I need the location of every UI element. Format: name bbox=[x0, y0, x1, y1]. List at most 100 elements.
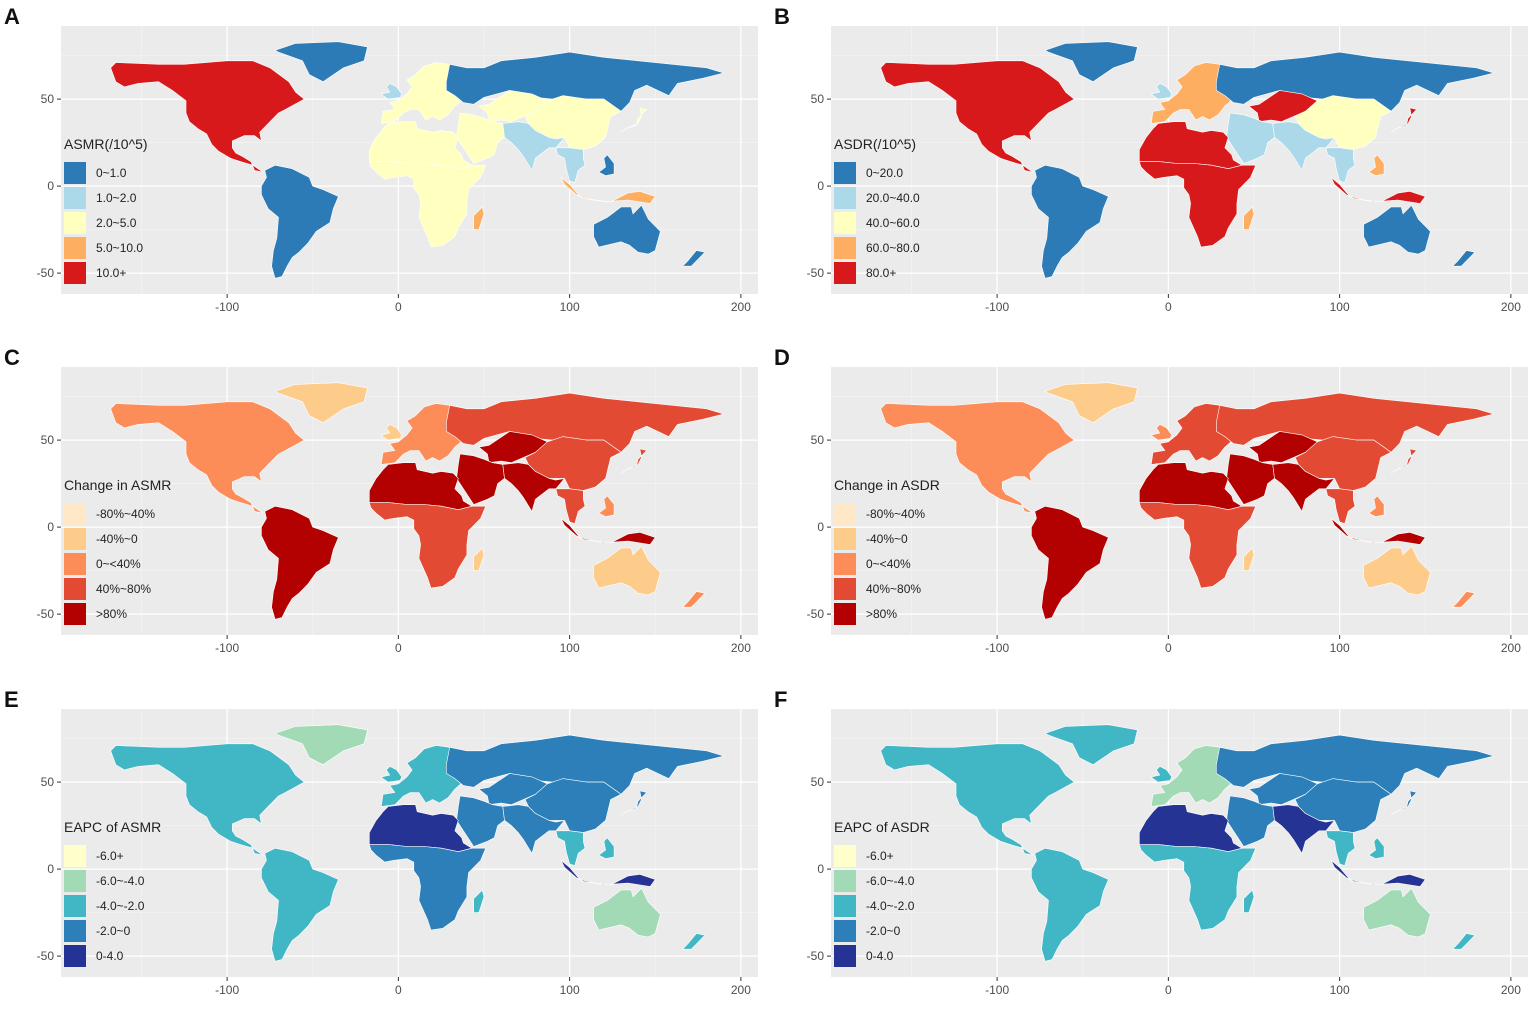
region-china-mongolia bbox=[524, 436, 622, 491]
region-indonesia bbox=[1330, 860, 1426, 887]
region-indonesia bbox=[560, 518, 656, 545]
legend-label: 2.0~5.0 bbox=[96, 215, 137, 230]
legend-label: 40%~80% bbox=[96, 581, 152, 596]
y-tick-label: 0 bbox=[817, 179, 824, 193]
region-japan bbox=[620, 448, 647, 474]
region-south-america bbox=[261, 164, 339, 279]
y-tick-label: -50 bbox=[37, 266, 55, 280]
y-tick-label: 50 bbox=[41, 775, 55, 789]
x-tick-label: -100 bbox=[215, 641, 239, 655]
legend: EAPC of ASMR -6.0+ -6.0~-4.0 -4.0~-2.0 -2.0~… bbox=[64, 819, 161, 968]
legend-item: 1.0~2.0 bbox=[64, 185, 148, 210]
region-south-asia bbox=[1272, 462, 1335, 512]
region-south-america bbox=[261, 847, 339, 962]
legend-swatch bbox=[834, 894, 856, 917]
x-tick-label: -100 bbox=[985, 983, 1009, 997]
y-tick-label: 0 bbox=[817, 520, 824, 534]
legend-item: -4.0~-2.0 bbox=[64, 893, 161, 918]
map-panel-e: -100 0 100 200 50 0 -50 E EAPC of ASMR -6.0+ -6.0~… bbox=[0, 683, 765, 1015]
region-greenland bbox=[1044, 41, 1138, 82]
legend-swatch bbox=[834, 844, 856, 867]
legend-label: -4.0~-2.0 bbox=[866, 898, 915, 913]
region-russia bbox=[446, 392, 724, 453]
x-tick-label: 100 bbox=[1330, 641, 1350, 655]
legend-item: 5.0~10.0 bbox=[64, 235, 148, 260]
region-south-america bbox=[1031, 505, 1109, 620]
region-madagascar bbox=[473, 889, 485, 913]
region-philippines bbox=[1368, 837, 1385, 859]
legend-label: 40%~80% bbox=[866, 581, 922, 596]
legend-swatch bbox=[64, 919, 86, 942]
legend: Change in ASMR -80%~40% -40%~0 0~<40% 40%~80… bbox=[64, 477, 171, 626]
legend-swatch bbox=[64, 844, 86, 867]
y-tick-label: 50 bbox=[811, 775, 825, 789]
region-uk-ireland bbox=[1150, 766, 1173, 783]
region-se-asia bbox=[555, 147, 586, 183]
x-tick-label: 200 bbox=[1501, 300, 1521, 314]
x-tick-label: 100 bbox=[560, 641, 580, 655]
panel-letter: D bbox=[774, 345, 790, 370]
legend-item: -2.0~0 bbox=[64, 918, 161, 943]
y-tick-label: 50 bbox=[41, 433, 55, 447]
legend-item: >80% bbox=[64, 601, 171, 626]
legend-label: >80% bbox=[866, 606, 898, 621]
region-sub-saharan bbox=[1139, 502, 1256, 589]
map-plot: -100 0 100 200 50 0 -50 bbox=[807, 709, 1528, 997]
x-tick-label: -100 bbox=[985, 641, 1009, 655]
region-new-zealand bbox=[1452, 933, 1476, 950]
map-plot: -100 0 100 200 50 0 -50 bbox=[807, 26, 1528, 314]
x-tick-label: 0 bbox=[1165, 983, 1172, 997]
legend-swatch bbox=[64, 552, 86, 575]
y-tick-label: 50 bbox=[41, 92, 55, 106]
legend-swatch bbox=[834, 527, 856, 550]
legend-title: EAPC of ASMR bbox=[64, 819, 162, 835]
legend-swatch bbox=[834, 869, 856, 892]
legend-label: 10.0+ bbox=[96, 265, 127, 280]
region-greenland bbox=[274, 724, 368, 765]
legend-item: -40%~0 bbox=[834, 526, 940, 551]
legend-label: 5.0~10.0 bbox=[96, 240, 144, 255]
region-new-zealand bbox=[1452, 591, 1476, 608]
region-sub-saharan bbox=[1139, 161, 1256, 248]
region-philippines bbox=[598, 154, 615, 176]
legend-title: ASMR(/10^5) bbox=[64, 136, 148, 152]
y-tick-label: 50 bbox=[811, 92, 825, 106]
legend-item: -4.0~-2.0 bbox=[834, 893, 930, 918]
region-middle-east bbox=[456, 112, 505, 164]
region-greenland bbox=[274, 382, 368, 423]
region-middle-east bbox=[1226, 795, 1275, 847]
legend-swatch bbox=[834, 919, 856, 942]
legend-swatch bbox=[64, 236, 86, 259]
legend-label: 60.0~80.0 bbox=[866, 240, 920, 255]
legend-swatch bbox=[834, 161, 856, 184]
x-tick-label: 200 bbox=[731, 641, 751, 655]
legend-label: -2.0~0 bbox=[866, 923, 901, 938]
legend-label: >80% bbox=[96, 606, 128, 621]
x-tick-label: 200 bbox=[1501, 641, 1521, 655]
region-china-mongolia bbox=[1294, 436, 1392, 491]
legend-item: 80.0+ bbox=[834, 260, 920, 285]
legend-swatch bbox=[834, 552, 856, 575]
region-south-america bbox=[1031, 164, 1109, 279]
legend-item: -6.0~-4.0 bbox=[64, 868, 161, 893]
y-tick-label: -50 bbox=[37, 949, 55, 963]
region-japan bbox=[620, 107, 647, 133]
region-middle-east bbox=[1226, 112, 1275, 164]
x-tick-label: 100 bbox=[1330, 300, 1350, 314]
legend-swatch bbox=[834, 944, 856, 967]
x-tick-label: -100 bbox=[985, 300, 1009, 314]
legend-label: -6.0+ bbox=[866, 848, 894, 863]
legend-label: -4.0~-2.0 bbox=[96, 898, 145, 913]
legend-label: 40.0~60.0 bbox=[866, 215, 920, 230]
legend-item: >80% bbox=[834, 601, 940, 626]
region-japan bbox=[1390, 107, 1417, 133]
region-new-zealand bbox=[1452, 250, 1476, 267]
region-greenland bbox=[1044, 724, 1138, 765]
region-russia bbox=[1216, 51, 1494, 112]
x-tick-label: -100 bbox=[215, 983, 239, 997]
x-tick-label: 100 bbox=[560, 983, 580, 997]
region-se-asia bbox=[1325, 488, 1356, 524]
legend-swatch bbox=[64, 211, 86, 234]
y-tick-label: -50 bbox=[37, 607, 55, 621]
legend-item: 0~20.0 bbox=[834, 160, 920, 185]
